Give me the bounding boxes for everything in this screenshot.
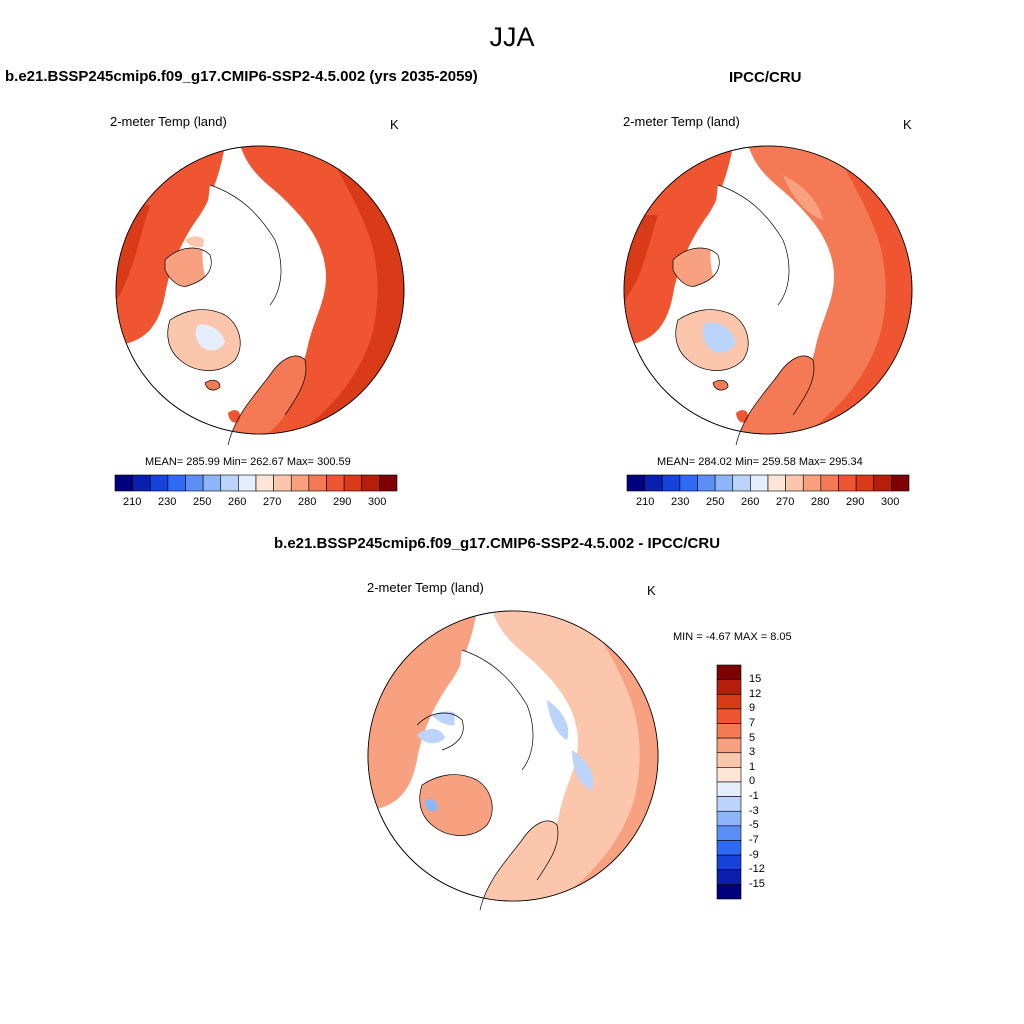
left-colorbar-swatch-11	[308, 474, 327, 492]
left-colorbar-swatch-3	[167, 474, 186, 492]
diff-cb-label-14: -15	[749, 878, 765, 890]
right-colorbar-swatch-15	[891, 474, 910, 492]
left-cb-label-4: 270	[263, 496, 282, 508]
diff-cb-label-8: -1	[749, 790, 759, 802]
right-colorbar-swatch-11	[820, 474, 839, 492]
right-colorbar-swatch-14	[873, 474, 892, 492]
left-colorbar-swatch-14	[361, 474, 380, 492]
diff-colorbar-swatch-5	[716, 737, 742, 754]
right-cb-label-7: 300	[881, 496, 900, 508]
left-colorbar	[114, 474, 398, 492]
diff-cb-label-13: -12	[749, 863, 765, 875]
diff-panel-stats: MIN = -4.67 MAX = 8.05	[673, 631, 792, 643]
right-colorbar-swatch-3	[679, 474, 698, 492]
left-cb-label-2: 250	[193, 496, 212, 508]
diff-colorbar-swatch-0	[716, 664, 742, 680]
right-cb-label-0: 210	[636, 496, 655, 508]
left-colorbar-swatch-10	[290, 474, 310, 492]
diff-colorbar-swatch-10	[716, 810, 742, 827]
diff-panel-variable: 2-meter Temp (land)	[367, 580, 484, 595]
right-colorbar-swatch-5	[714, 474, 734, 492]
left-panel-variable: 2-meter Temp (land)	[110, 114, 227, 129]
left-panel-units: K	[390, 117, 399, 132]
right-colorbar-swatch-6	[732, 474, 751, 492]
right-cb-label-4: 270	[776, 496, 795, 508]
right-colorbar-swatch-13	[855, 474, 875, 492]
left-colorbar-swatch-7	[238, 474, 257, 492]
diff-colorbar-swatch-11	[716, 825, 742, 841]
right-cb-label-5: 280	[811, 496, 830, 508]
diff-colorbar-swatch-9	[716, 796, 742, 812]
left-panel-stats: MEAN= 285.99 Min= 262.67 Max= 300.59	[145, 456, 351, 468]
right-colorbar-swatch-2	[661, 474, 681, 492]
right-panel-stats: MEAN= 284.02 Min= 259.58 Max= 295.34	[657, 456, 863, 468]
left-colorbar-swatch-6	[220, 474, 239, 492]
diff-colorbar-swatch-6	[716, 752, 742, 768]
left-cb-label-7: 300	[368, 496, 387, 508]
right-colorbar-swatch-12	[838, 474, 857, 492]
right-colorbar-swatch-4	[697, 474, 716, 492]
right-panel-variable: 2-meter Temp (land)	[623, 114, 740, 129]
diff-cb-label-9: -3	[749, 805, 759, 817]
diff-panel-header: b.e21.BSSP245cmip6.f09_g17.CMIP6-SSP2-4.…	[274, 535, 721, 552]
left-colorbar-swatch-12	[326, 474, 345, 492]
right-colorbar-swatch-7	[750, 474, 769, 492]
left-cb-label-0: 210	[123, 496, 142, 508]
left-polar-map	[115, 145, 405, 446]
right-colorbar-swatch-10	[802, 474, 822, 492]
right-cb-label-3: 260	[741, 496, 760, 508]
diff-polar-map	[367, 610, 659, 911]
right-colorbar	[626, 474, 910, 492]
diff-colorbar-swatch-12	[716, 840, 742, 856]
diff-cb-label-0: 15	[749, 673, 762, 685]
diff-cb-label-3: 7	[749, 717, 756, 729]
left-panel-header: b.e21.BSSP245cmip6.f09_g17.CMIP6-SSP2-4.…	[5, 68, 478, 85]
left-colorbar-swatch-4	[185, 474, 204, 492]
diff-cb-label-4: 5	[749, 732, 756, 744]
diff-cb-label-6: 1	[749, 761, 756, 773]
left-colorbar-swatch-5	[202, 474, 222, 492]
diff-colorbar-swatch-8	[716, 781, 742, 797]
left-cb-label-6: 290	[333, 496, 352, 508]
diff-cb-label-7: 0	[749, 775, 756, 787]
diff-colorbar-swatch-2	[716, 693, 742, 710]
right-colorbar-swatch-0	[626, 474, 645, 492]
left-colorbar-swatch-15	[379, 474, 398, 492]
diff-colorbar-swatch-1	[716, 679, 742, 695]
right-panel-units: K	[903, 117, 912, 132]
diff-cb-label-10: -5	[749, 819, 759, 831]
left-cb-label-3: 260	[228, 496, 247, 508]
right-cb-label-1: 230	[671, 496, 690, 508]
left-colorbar-swatch-0	[114, 474, 133, 492]
diff-cb-label-1: 12	[749, 688, 762, 700]
right-colorbar-swatch-9	[785, 474, 804, 492]
left-cb-label-5: 280	[298, 496, 317, 508]
diff-cb-label-5: 3	[749, 746, 756, 758]
diff-colorbar-swatch-4	[716, 723, 742, 739]
diff-colorbar	[716, 664, 742, 900]
right-colorbar-swatch-8	[767, 474, 786, 492]
diff-colorbar-swatch-15	[716, 884, 742, 900]
left-colorbar-swatch-1	[132, 474, 151, 492]
right-panel-header: IPCC/CRU	[729, 69, 802, 86]
diff-cb-label-11: -7	[749, 834, 759, 846]
left-cb-label-1: 230	[158, 496, 177, 508]
right-colorbar-swatch-1	[644, 474, 663, 492]
diff-colorbar-swatch-14	[716, 869, 742, 885]
right-cb-label-6: 290	[846, 496, 865, 508]
diff-colorbar-swatch-7	[716, 767, 742, 783]
diff-colorbar-swatch-13	[716, 854, 742, 871]
right-polar-map	[623, 145, 913, 446]
figure-title: JJA	[489, 22, 535, 52]
diff-cb-label-12: -9	[749, 849, 759, 861]
diff-cb-label-2: 9	[749, 702, 756, 714]
left-colorbar-swatch-9	[273, 474, 292, 492]
left-colorbar-swatch-8	[255, 474, 274, 492]
right-cb-label-2: 250	[706, 496, 725, 508]
diff-colorbar-swatch-3	[716, 708, 742, 724]
left-colorbar-swatch-13	[343, 474, 363, 492]
diff-panel-units: K	[647, 583, 656, 598]
left-colorbar-swatch-2	[149, 474, 169, 492]
